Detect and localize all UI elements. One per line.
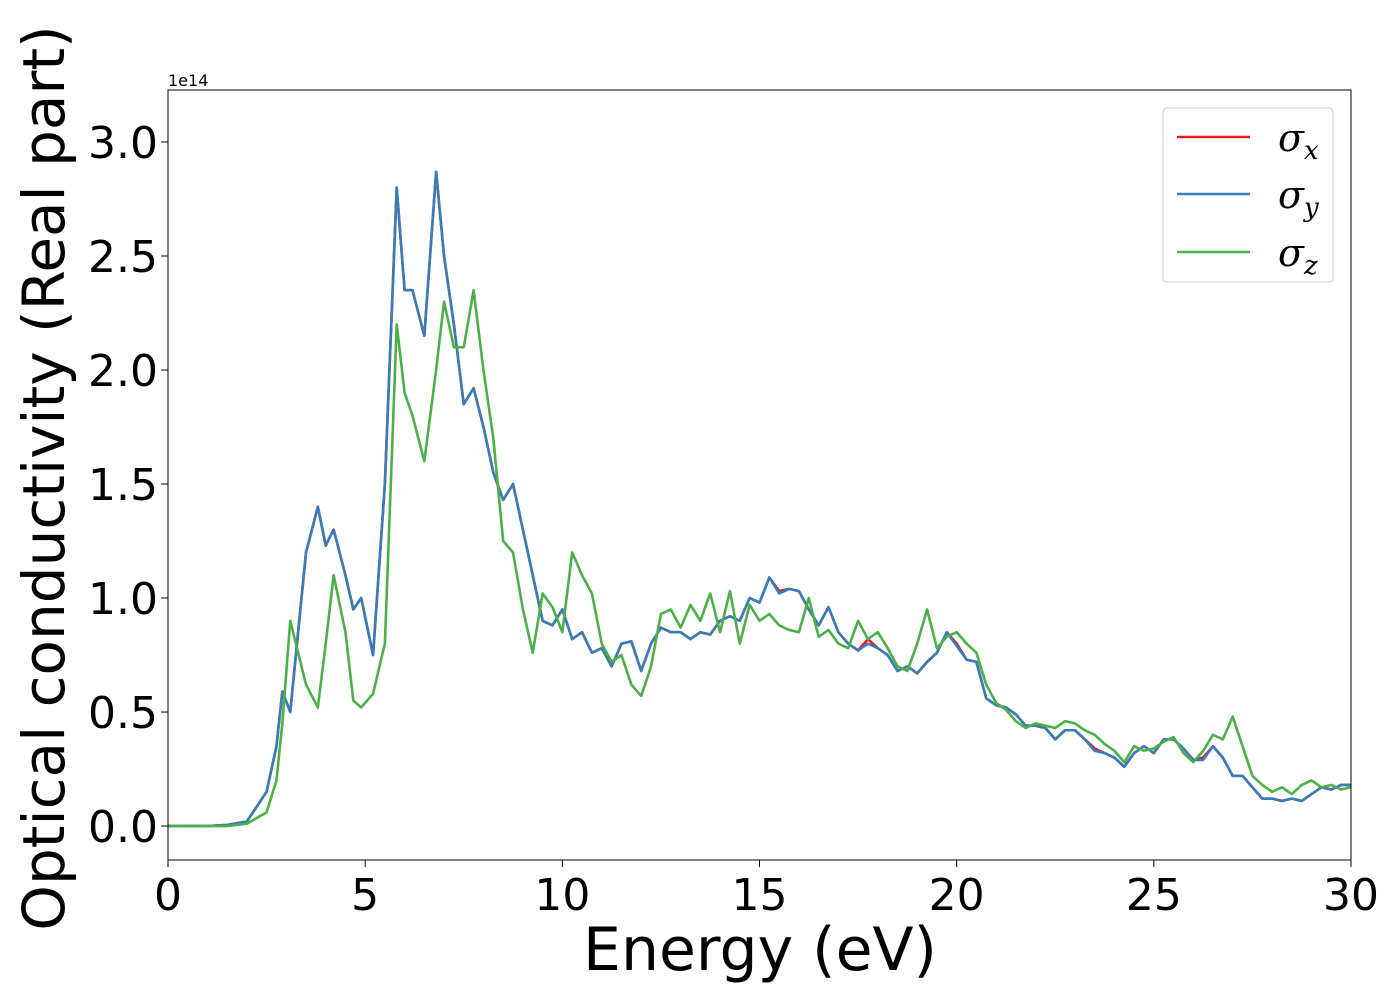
series-line — [168, 288, 1351, 828]
legend-label: σx — [1278, 116, 1319, 166]
y-tick-label: 1.0 — [88, 574, 158, 625]
y-offset-label: 1e14 — [168, 71, 208, 90]
x-tick-label: 25 — [1126, 870, 1182, 921]
y-tick-label: 0.5 — [88, 688, 158, 739]
x-tick-label: 0 — [154, 870, 182, 921]
y-tick-label: 2.5 — [88, 232, 158, 283]
legend-label: σy — [1278, 173, 1319, 223]
x-tick-label: 30 — [1323, 870, 1379, 921]
legend-label: σz — [1278, 231, 1318, 281]
x-tick-label: 20 — [929, 870, 985, 921]
plot-frame — [167, 89, 1352, 861]
y-tick-label: 3.0 — [88, 118, 158, 169]
y-tick-label: 0.0 — [88, 802, 158, 853]
x-tick-label: 5 — [351, 870, 379, 921]
x-tick-label: 15 — [732, 870, 788, 921]
x-axis-label: Energy (eV) — [583, 915, 937, 985]
y-axis-label: Optical conductivity (Real part) — [10, 25, 78, 930]
x-tick-label: 10 — [534, 870, 590, 921]
y-tick-label: 1.5 — [88, 460, 158, 511]
y-tick-label: 2.0 — [88, 346, 158, 397]
